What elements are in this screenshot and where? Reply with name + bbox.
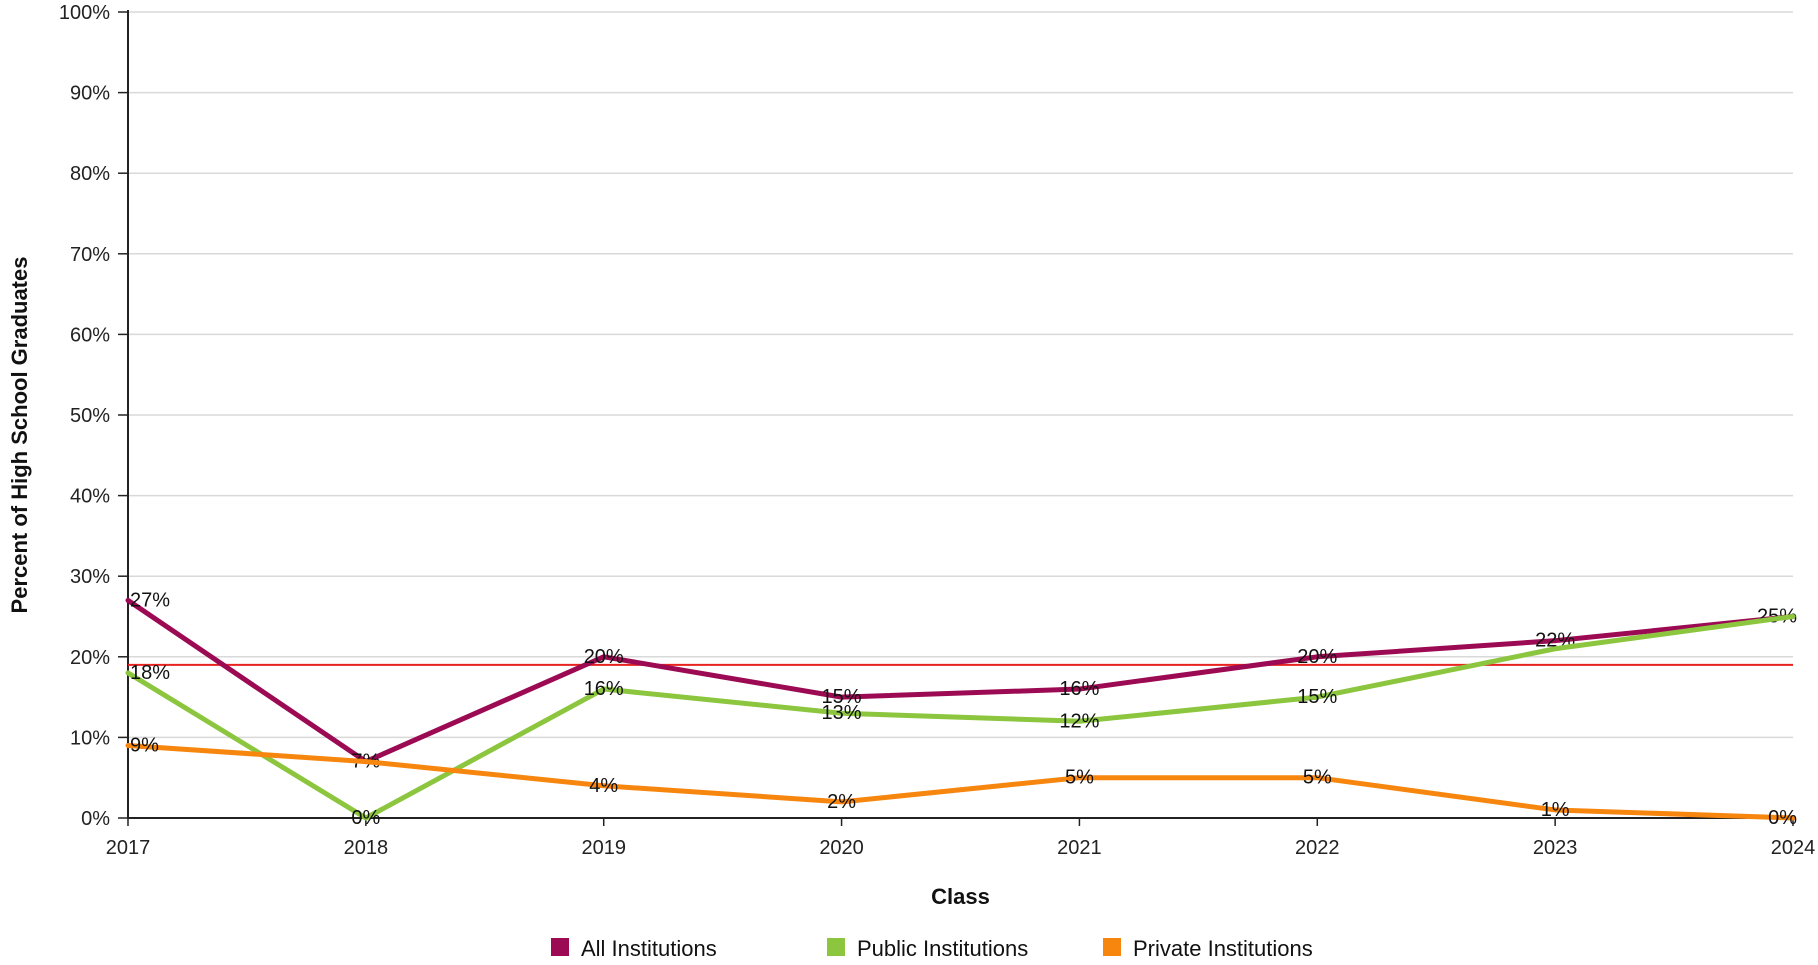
x-tick-label: 2021 bbox=[1057, 837, 1102, 859]
data-label: 5% bbox=[1303, 767, 1332, 789]
x-axis-title: Class bbox=[931, 884, 990, 909]
x-tick-label: 2017 bbox=[106, 837, 151, 859]
y-tick-label: 80% bbox=[70, 163, 110, 185]
y-tick-label: 90% bbox=[70, 83, 110, 105]
legend-item-label: All Institutions bbox=[581, 936, 717, 961]
series-line-public-institutions bbox=[125, 614, 1796, 821]
y-tick-label: 70% bbox=[70, 244, 110, 266]
data-label: 0% bbox=[351, 807, 380, 829]
y-tick-label: 60% bbox=[70, 324, 110, 346]
y-tick-label: 10% bbox=[70, 727, 110, 749]
data-label: 20% bbox=[584, 646, 624, 668]
y-tick-label: 20% bbox=[70, 647, 110, 669]
y-tick-label: 30% bbox=[70, 566, 110, 588]
data-label: 27% bbox=[130, 589, 170, 611]
x-tick-label: 2023 bbox=[1533, 837, 1578, 859]
data-label: 18% bbox=[130, 662, 170, 684]
series-line-all-institutions bbox=[125, 597, 1796, 765]
x-tick-label: 2019 bbox=[581, 837, 626, 859]
data-label: 13% bbox=[822, 702, 862, 724]
legend-swatch bbox=[551, 938, 569, 956]
data-label: 9% bbox=[130, 734, 159, 756]
data-label: 16% bbox=[584, 678, 624, 700]
y-axis-title: Percent of High School Graduates bbox=[7, 257, 32, 614]
x-tick-label: 2024 bbox=[1771, 837, 1816, 859]
data-label: 1% bbox=[1541, 799, 1570, 821]
legend-item-label: Public Institutions bbox=[857, 936, 1028, 961]
data-label: 2% bbox=[827, 791, 856, 813]
series-line-private-institutions bbox=[125, 742, 1796, 821]
legend-item-label: Private Institutions bbox=[1133, 936, 1313, 961]
y-tick-label: 50% bbox=[70, 405, 110, 427]
legend-swatch bbox=[827, 938, 845, 956]
data-label: 15% bbox=[822, 686, 862, 708]
x-tick-label: 2018 bbox=[344, 837, 389, 859]
x-tick-label: 2020 bbox=[819, 837, 864, 859]
y-tick-label: 40% bbox=[70, 486, 110, 508]
y-tick-label: 100% bbox=[59, 2, 110, 24]
data-label: 4% bbox=[589, 775, 618, 797]
data-label: 5% bbox=[1065, 767, 1094, 789]
data-label: 15% bbox=[1297, 686, 1337, 708]
data-label: 0% bbox=[1768, 807, 1797, 829]
x-tick-label: 2022 bbox=[1295, 837, 1340, 859]
y-tick-label: 0% bbox=[81, 808, 110, 830]
data-label: 12% bbox=[1059, 710, 1099, 732]
data-label: 16% bbox=[1059, 678, 1099, 700]
legend-swatch bbox=[1103, 938, 1121, 956]
data-label: 20% bbox=[1297, 646, 1337, 668]
